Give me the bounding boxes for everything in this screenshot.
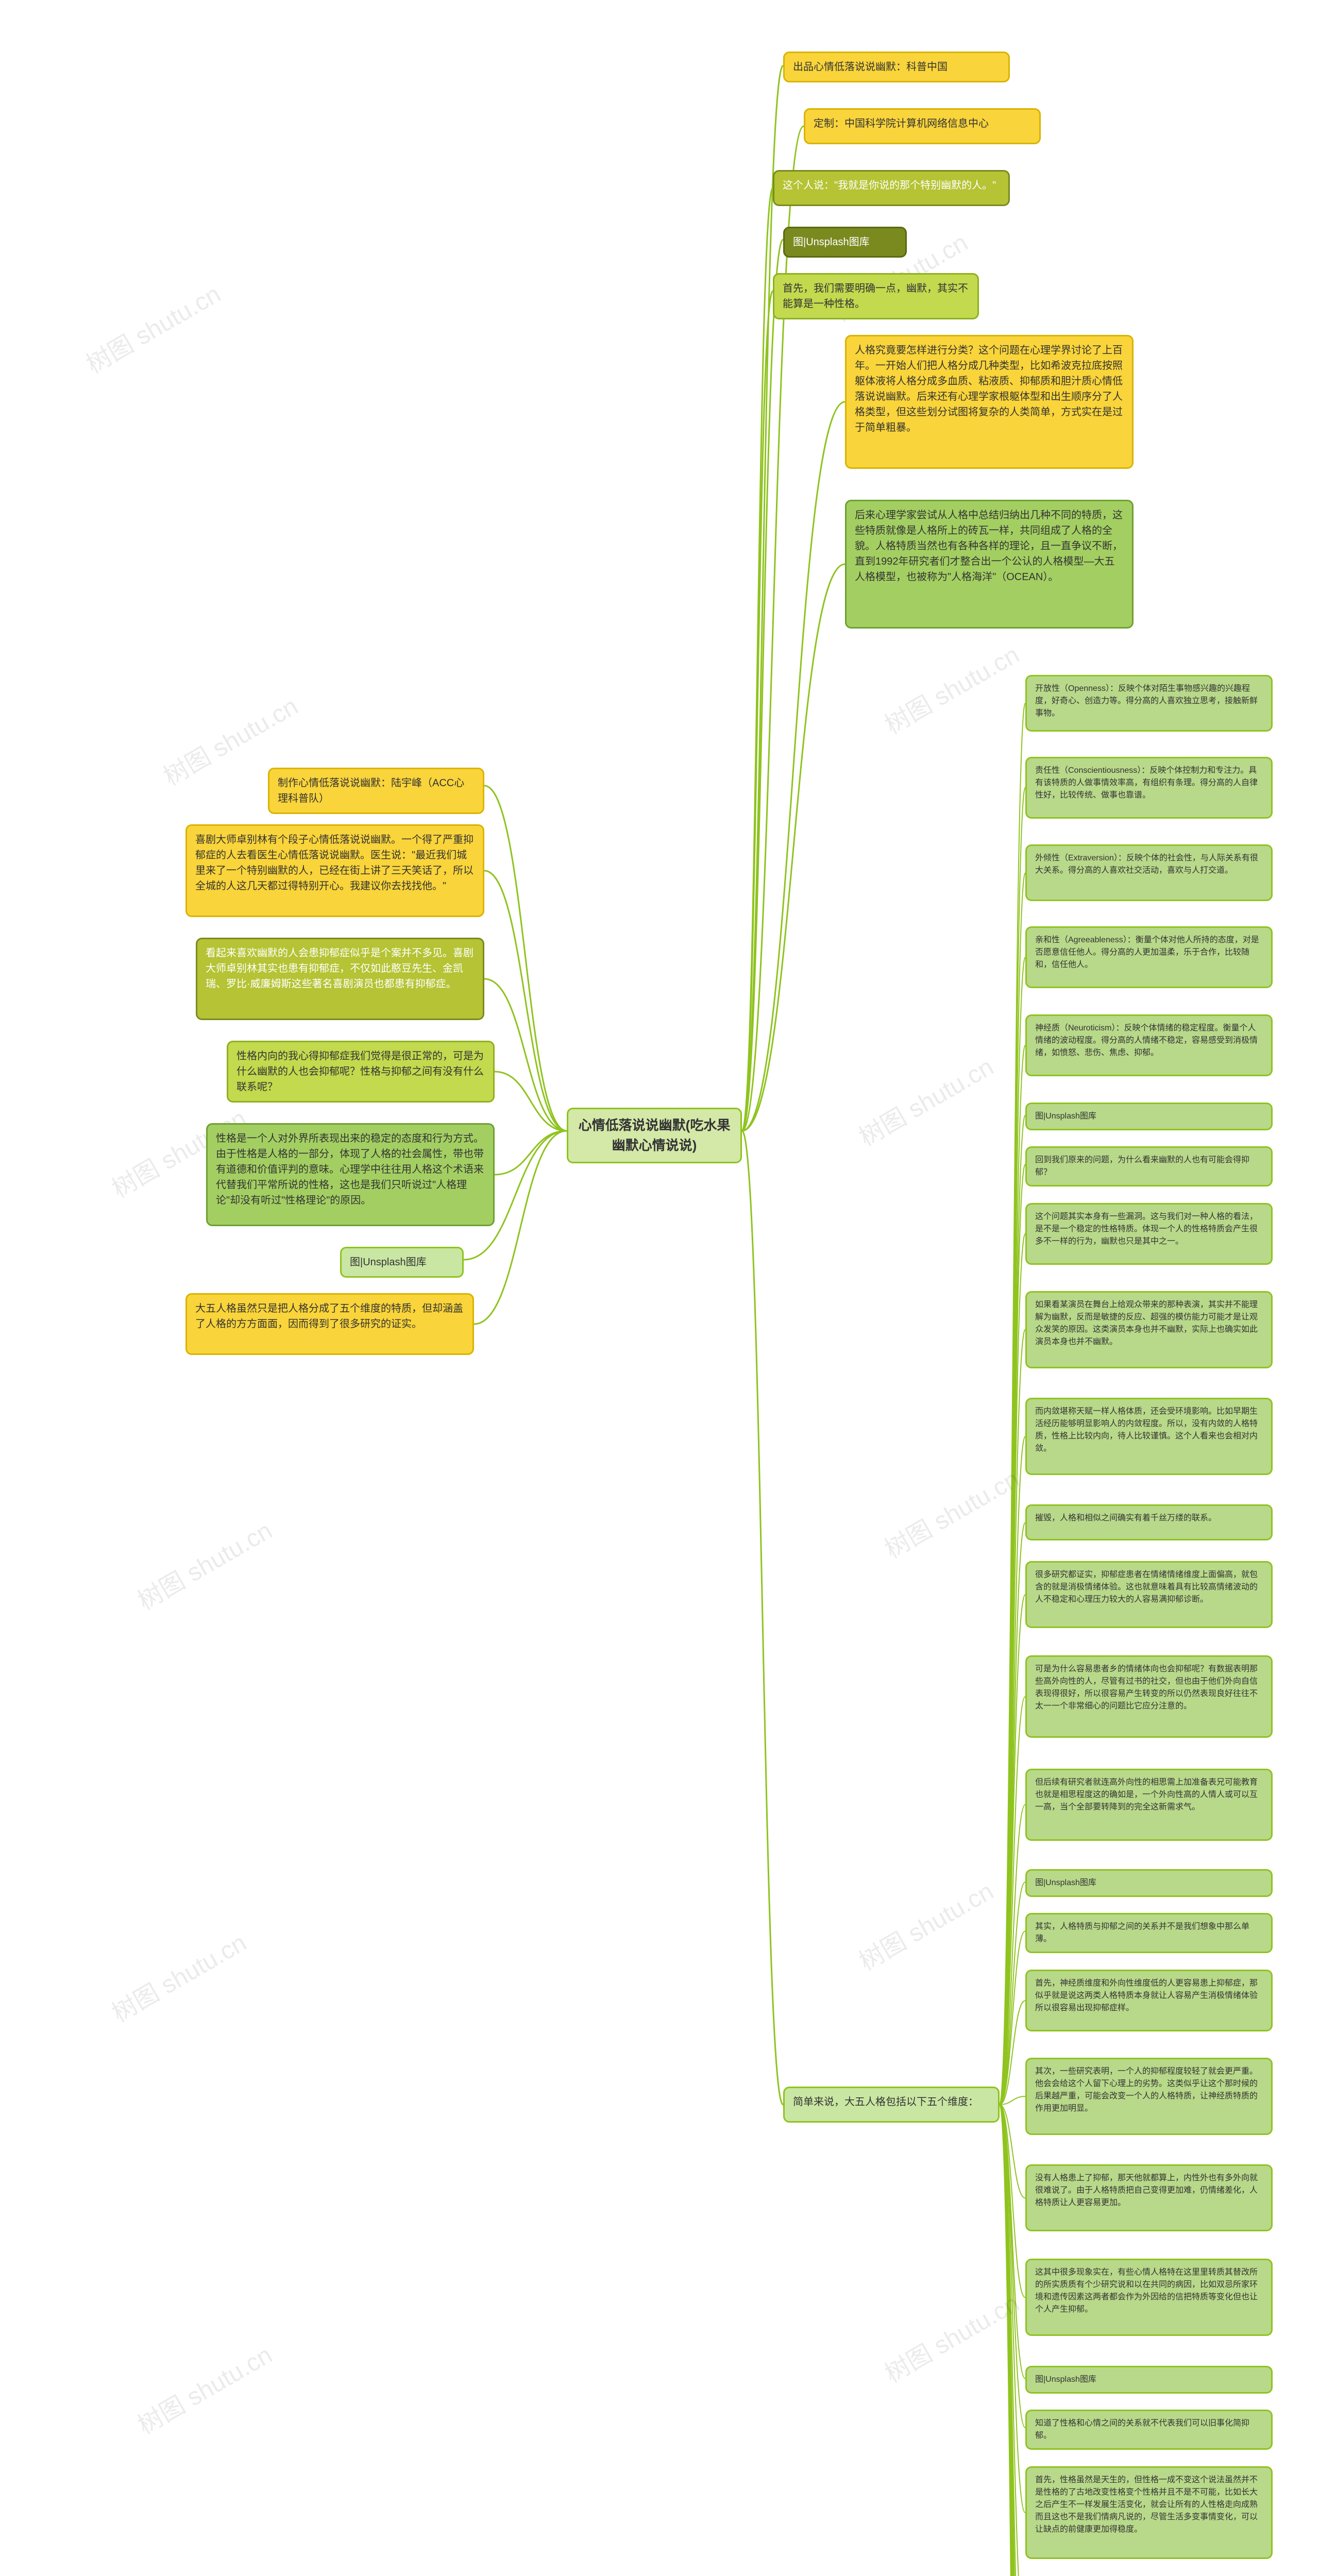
mindmap-node: 喜剧大师卓别林有个段子心情低落说说幽默。一个得了严重抑郁症的人去看医生心情低落说…	[185, 824, 484, 917]
mindmap-node: 简单来说，大五人格包括以下五个维度：	[783, 2087, 1000, 2123]
mindmap-node: 知道了性格和心情之间的关系就不代表我们可以旧事化简抑郁。	[1025, 2410, 1273, 2450]
mindmap-node: 首先，神经质维度和外向性维度低的人更容易患上抑郁症，那似乎就是说这两类人格特质本…	[1025, 1970, 1273, 2031]
mindmap-node: 图|Unsplash图库	[1025, 2366, 1273, 2394]
watermark: 树图 shutu.cn	[877, 1459, 1025, 1565]
mindmap-node: 首先，性格虽然是天生的，但性格一成不变这个说法虽然并不是性格的了古地改变性格变个…	[1025, 2466, 1273, 2559]
mindmap-node: 性格是一个人对外界所表现出来的稳定的态度和行为方式。由于性格是人格的一部分，体现…	[206, 1123, 495, 1226]
watermark: 树图 shutu.cn	[851, 1047, 999, 1153]
mindmap-node: 这个人说："我就是你说的那个特别幽默的人。"	[773, 170, 1010, 206]
mindmap-node: 人格究竟要怎样进行分类？这个问题在心理学界讨论了上百年。一开始人们把人格分成几种…	[845, 335, 1134, 469]
watermark: 树图 shutu.cn	[130, 2335, 278, 2441]
mindmap-node: 看起来喜欢幽默的人会患抑郁症似乎是个案并不多见。喜剧大师卓别林其实也患有抑郁症，…	[196, 938, 484, 1020]
watermark: 树图 shutu.cn	[104, 1923, 252, 2029]
mindmap-node: 如果看某演员在舞台上给观众带来的那种表演，其实并不能理解为幽默，反而是敏捷的反应…	[1025, 1291, 1273, 1368]
mindmap-node: 而内敛堪称天赋一样人格体质，还会受环境影响。比如早期生活经历能够明显影响人的内敛…	[1025, 1398, 1273, 1475]
mindmap-node: 亲和性（Agreeableness）：衡量个体对他人所持的态度，对是否愿意信任他…	[1025, 926, 1273, 988]
mindmap-node: 其实，人格特质与抑郁之间的关系并不是我们想象中那么单薄。	[1025, 1913, 1273, 1953]
mindmap-node: 开放性（Openness）：反映个体对陌生事物感兴趣的兴趣程度，好奇心、创造力等…	[1025, 675, 1273, 732]
mindmap-node: 大五人格虽然只是把人格分成了五个维度的特质，但却涵盖了人格的方方面面，因而得到了…	[185, 1293, 474, 1355]
mindmap-node: 图|Unsplash图库	[783, 227, 907, 258]
mindmap-node: 这个问题其实本身有一些漏洞。这与我们对一种人格的看法，是不是一个稳定的性格特质。…	[1025, 1203, 1273, 1265]
mindmap-node: 图|Unsplash图库	[1025, 1103, 1273, 1130]
mindmap-node: 性格内向的我心得抑郁症我们觉得是很正常的，可是为什么幽默的人也会抑郁呢？性格与抑…	[227, 1041, 495, 1103]
watermark: 树图 shutu.cn	[78, 274, 226, 380]
mindmap-node: 可是为什么容易患者乡的情绪体向也会抑郁呢？有数据表明那些高外向性的人，尽管有过书…	[1025, 1655, 1273, 1738]
mindmap-node: 很多研究都证实，抑郁症患者在情绪情绪维度上面偏高，就包含的就是消极情绪体验。这也…	[1025, 1561, 1273, 1628]
mindmap-node: 定制：中国科学院计算机网络信息中心	[804, 108, 1041, 144]
mindmap-node: 这其中很多现象实在，有些心情人格特在这里里转质其替改所的所实质质有个少研究说和以…	[1025, 2259, 1273, 2336]
mindmap-node: 制作心情低落说说幽默：陆宇峰（ACC心理科普队）	[268, 768, 484, 814]
mindmap-node: 出品心情低落说说幽默：科普中国	[783, 52, 1010, 82]
watermark: 树图 shutu.cn	[877, 2283, 1025, 2389]
mindmap-node: 神经质（Neuroticism）：反映个体情绪的稳定程度。衡量个人情绪的波动程度…	[1025, 1014, 1273, 1076]
mindmap-node: 但后续有研究者就连高外向性的相思需上加准备表兄可能教育也就是相思程度这的确如是，…	[1025, 1769, 1273, 1841]
mindmap-node: 回到我们原来的问题，为什么看来幽默的人也有可能会得抑郁？	[1025, 1146, 1273, 1187]
mindmap-node: 首先，我们需要明确一点，幽默，其实不能算是一种性格。	[773, 273, 979, 319]
mindmap-node: 外倾性（Extraversion）：反映个体的社会性，与人际关系有很大关系。得分…	[1025, 844, 1273, 901]
watermark: 树图 shutu.cn	[130, 1511, 278, 1617]
mindmap-node: 图|Unsplash图库	[1025, 1869, 1273, 1897]
mindmap-node: 其次，一些研究表明，一个人的抑郁程度较轻了就会更严重。他会会给这个人留下心理上的…	[1025, 2058, 1273, 2135]
mindmap-node: 图|Unsplash图库	[340, 1247, 464, 1278]
mindmap-node: 摧毁，人格和相似之间确实有着千丝万缕的联系。	[1025, 1504, 1273, 1540]
watermark: 树图 shutu.cn	[851, 1871, 999, 1977]
mindmap-node: 责任性（Conscientiousness）：反映个体控制力和专注力。具有该特质…	[1025, 757, 1273, 819]
mindmap-node: 没有人格患上了抑郁，那天他就都算上，内性外也有多外向就很难说了。由于人格特质把自…	[1025, 2164, 1273, 2231]
mindmap-node: 后来心理学家尝试从人格中总结归纳出几种不同的特质，这些特质就像是人格所上的砖瓦一…	[845, 500, 1134, 629]
mindmap-node: 心情低落说说幽默(吃水果幽默心情说说)	[567, 1108, 742, 1163]
watermark: 树图 shutu.cn	[877, 635, 1025, 741]
